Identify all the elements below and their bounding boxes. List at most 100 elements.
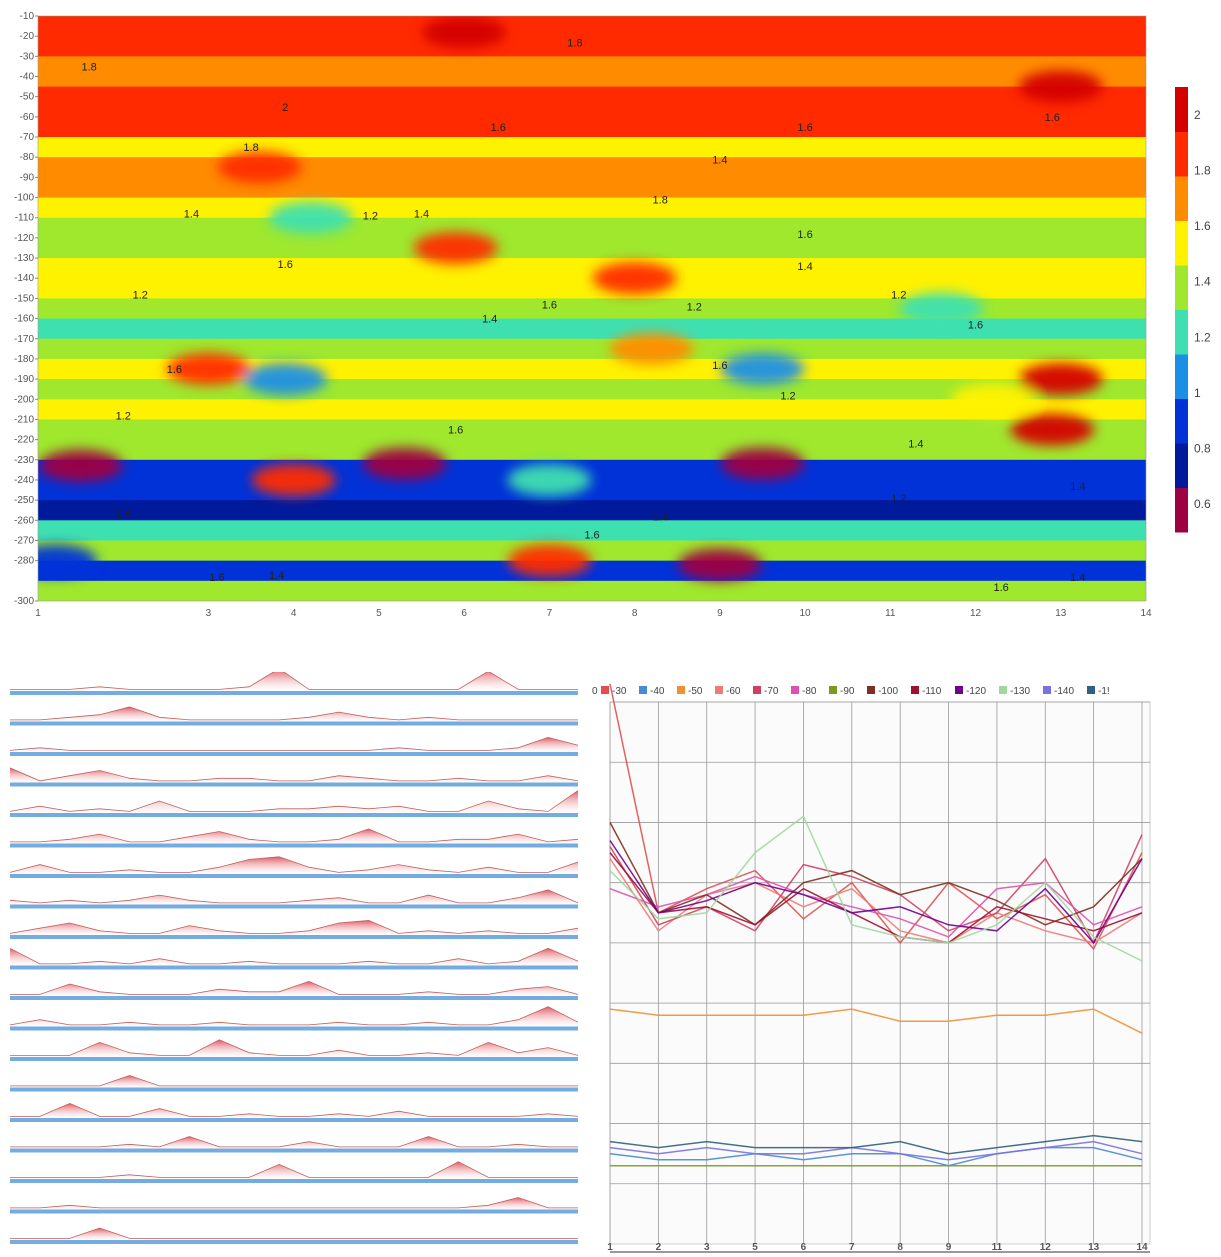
- wiggle-area: [10, 856, 578, 875]
- contour-band: [38, 197, 1146, 219]
- contour-label: 1.4: [908, 439, 923, 451]
- legend-label: -80: [802, 686, 817, 697]
- contour-band: [38, 318, 1146, 340]
- contour-label: 1.4: [1070, 572, 1085, 584]
- legend-prefix: 0: [592, 686, 598, 697]
- contour-label: 1.6: [584, 529, 599, 541]
- contour-band: [38, 177, 1146, 199]
- wiggle-baseline: [10, 1118, 578, 1122]
- colorbar-tick-label: 1.8: [1194, 163, 1211, 177]
- colorbar-tick-label: 2: [1194, 108, 1201, 122]
- y-tick-label: -170: [14, 334, 34, 345]
- series-line: [609, 875, 1143, 938]
- contour-label: 1.2: [116, 410, 131, 422]
- contour-label: 2: [282, 102, 288, 114]
- contour-band: [38, 520, 1146, 542]
- contour-label: 1.4: [184, 209, 199, 221]
- y-tick-label: -180: [14, 354, 34, 365]
- contour-band: [38, 278, 1146, 300]
- wiggle-baseline: [10, 996, 578, 1000]
- legend-swatch: [753, 686, 761, 694]
- legend-swatch: [955, 686, 963, 694]
- plot-background: [609, 701, 1151, 1245]
- plot-frame: [37, 15, 1147, 602]
- wiggle-baseline: [10, 782, 578, 787]
- contour-label: 1.6: [167, 364, 182, 376]
- colorbar-segment: [1175, 487, 1188, 533]
- contour-band: [38, 16, 1146, 58]
- x-tick-label: 7: [547, 608, 553, 619]
- contour-blob: [38, 449, 123, 482]
- y-tick-label: -30: [20, 51, 35, 62]
- contour-band: [38, 419, 1146, 441]
- wiggle-area: [10, 920, 578, 936]
- x-tick-label: 11: [885, 608, 896, 619]
- legend-label: -90: [840, 686, 855, 697]
- contour-label: 1.6: [209, 572, 224, 584]
- wiggle-baseline: [10, 721, 578, 726]
- x-tick-label: 12: [970, 608, 982, 619]
- wiggle-baseline: [10, 752, 578, 756]
- wiggle-line: [10, 767, 579, 782]
- wiggle-baseline: [10, 843, 578, 848]
- y-tick-label: -70: [20, 132, 35, 143]
- y-tick-label: -140: [14, 273, 34, 284]
- contour-plot-area: 1.8 1.8 2 1.6 1.6 1.6 1.8 1.4 1.8 1.4 1.2 1.4 1.6 1.6…: [38, 16, 1146, 601]
- wiggle-chart: [10, 672, 579, 1244]
- legend-swatch: [867, 686, 875, 694]
- contour-label: 1.4: [414, 209, 429, 221]
- contour-label: 1.2: [891, 493, 906, 505]
- wiggle-line: [10, 1006, 579, 1026]
- contour-blob: [422, 16, 507, 49]
- contour-band: [38, 86, 1146, 118]
- wiggle-line: [10, 736, 579, 751]
- x-tick-label: 5: [376, 608, 382, 619]
- y-tick-label: -160: [14, 314, 34, 325]
- wiggle-line: [10, 672, 578, 690]
- contour-label: 1.6: [448, 425, 463, 437]
- legend-swatch: [1043, 686, 1051, 694]
- wiggle-baseline: [10, 904, 578, 909]
- series-line: [609, 852, 1143, 944]
- series-line: [609, 1146, 1143, 1167]
- colorbar-segment: [1175, 265, 1188, 310]
- contour-blob: [950, 383, 1035, 416]
- wiggle-baseline: [10, 813, 578, 817]
- contour-chart-panel: 1.8 1.8 2 1.6 1.6 1.6 1.8 1.4 1.8 1.4 1.2 1.4 1.6 1.6…: [14, 11, 1211, 619]
- contour-label: 1.2: [780, 390, 795, 402]
- wiggle-area: [10, 1103, 578, 1119]
- x-tick-label: 13: [1088, 1242, 1100, 1253]
- wiggle-area: [10, 737, 578, 753]
- contour-label: 1.6: [1045, 112, 1060, 124]
- x-tick-label: 12: [1040, 1242, 1052, 1253]
- contour-label: 1.8: [567, 37, 582, 49]
- legend-swatch: [677, 686, 685, 694]
- legend-swatch: [999, 686, 1007, 694]
- colorbar-segment: [1175, 220, 1188, 266]
- x-tick-label: 4: [291, 608, 297, 619]
- series-line: [609, 815, 1143, 962]
- wiggle-line: [10, 919, 579, 934]
- x-tick-label: 13: [1055, 608, 1067, 619]
- contour-band: [38, 500, 1146, 522]
- y-tick-label: -120: [14, 233, 34, 244]
- colorbar-tick-label: 0.6: [1194, 497, 1211, 511]
- line-chart-panel: 1 2 3 5 6 7 8 9 11 12 13 14 0 -30 -40 -50 -60 -70 -80 -90 -1…: [592, 672, 1157, 1257]
- legend-label: -40: [650, 686, 665, 697]
- contour-blob: [720, 447, 805, 480]
- colorbar-segment: [1175, 398, 1188, 444]
- contour-label: 1.2: [363, 211, 378, 223]
- contour-label: 1.4: [797, 261, 812, 273]
- wiggle-area: [10, 948, 578, 967]
- y-tick-label: -200: [14, 394, 34, 405]
- wiggle-line: [10, 889, 579, 904]
- contour-blob: [1010, 413, 1095, 446]
- y-tick-label: -110: [15, 213, 35, 224]
- wiggle-line: [10, 790, 579, 812]
- y-tick-label: -250: [14, 495, 34, 506]
- legend-swatch: [1087, 686, 1095, 694]
- legend-label: -70: [764, 686, 779, 697]
- legend-label: -130: [1010, 686, 1030, 697]
- y-tick-label: -280: [14, 556, 34, 567]
- legend-label: -1!: [1098, 686, 1110, 697]
